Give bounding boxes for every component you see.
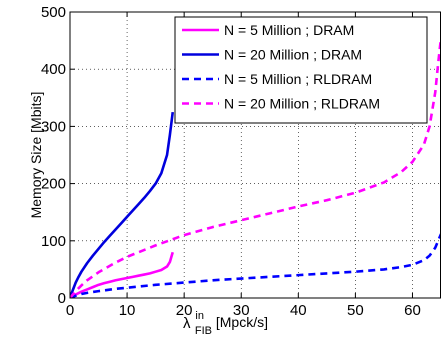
y-tick-label: 0 — [58, 290, 66, 307]
x-tick-label: 20 — [176, 302, 193, 319]
legend-label: N = 5 Million ; DRAM — [224, 22, 354, 38]
x-axis-title-superscript: in — [195, 310, 204, 322]
axis-tick-labels: 0 10 20 30 40 50 60 0 100 200 300 400 500 — [41, 4, 421, 319]
y-tick-label: 200 — [41, 176, 66, 193]
series-line-3 — [70, 233, 441, 298]
legend-label: N = 20 Million ; RLDRAM — [224, 96, 380, 112]
x-tick-label: 30 — [233, 302, 250, 319]
series-line-2 — [70, 111, 175, 298]
legend-label: N = 5 Million ; RLDRAM — [224, 71, 372, 87]
legend-box — [174, 16, 428, 124]
x-tick-label: 10 — [119, 302, 136, 319]
x-tick-label: 60 — [404, 302, 421, 319]
x-tick-label: 0 — [66, 302, 74, 319]
x-tick-label: 50 — [347, 302, 364, 319]
legend-label: N = 20 Million ; DRAM — [224, 47, 362, 63]
series-lines — [70, 37, 441, 298]
y-tick-label: 300 — [41, 118, 66, 135]
y-tick-label: 400 — [41, 61, 66, 78]
y-tick-label: 100 — [41, 233, 66, 250]
x-axis-title-symbol: λ — [183, 315, 191, 332]
series-line-4 — [70, 37, 441, 298]
y-axis-title: Memory Size [Mbits] — [28, 92, 44, 219]
y-tick-label: 500 — [41, 4, 66, 21]
series-line-1 — [70, 251, 174, 298]
x-tick-label: 40 — [290, 302, 307, 319]
legend: N = 5 Million ; DRAM N = 20 Million ; DRA… — [174, 16, 428, 124]
x-axis-title: λ in FIB [Mpck/s] — [183, 306, 268, 337]
x-axis-title-unit: [Mpck/s] — [216, 314, 268, 330]
x-axis-title-subscript: FIB — [195, 325, 212, 337]
axis-ticks — [69, 11, 413, 299]
